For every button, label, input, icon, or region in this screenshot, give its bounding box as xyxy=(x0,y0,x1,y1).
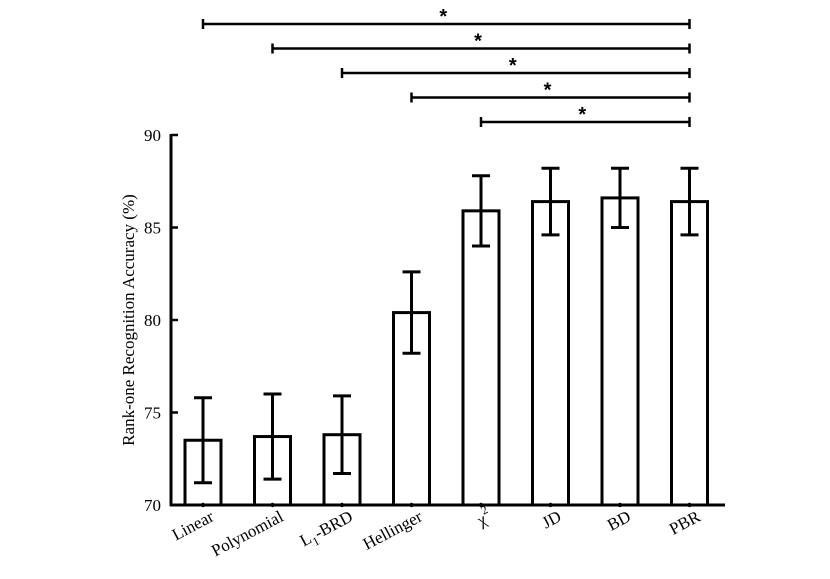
significance-star: * xyxy=(544,80,552,102)
x-tick-label: χ2 xyxy=(471,502,495,530)
y-tick-label: 70 xyxy=(144,496,161,515)
x-tick-label: Linear xyxy=(169,507,217,545)
significance-star: * xyxy=(509,55,517,77)
x-tick-label: BD xyxy=(604,507,634,535)
y-tick-label: 80 xyxy=(144,311,161,330)
bar xyxy=(670,200,709,507)
error-bar xyxy=(194,396,212,485)
significance-star: * xyxy=(578,104,586,126)
error-bar xyxy=(680,166,699,237)
bar xyxy=(600,196,640,507)
error-bar xyxy=(472,174,490,248)
x-tick-dot xyxy=(200,502,206,508)
x-tick-label: PBR xyxy=(666,506,704,538)
y-tick-label: 85 xyxy=(144,219,161,238)
error-bar xyxy=(402,270,421,355)
x-tick-dot xyxy=(617,502,623,508)
x-tick-dot xyxy=(270,502,275,508)
x-tick-dot xyxy=(339,502,345,508)
y-ticks: 70 75 80 85 90 xyxy=(144,126,178,515)
significance-brackets: * * * * * xyxy=(201,6,691,127)
significance-bracket: * xyxy=(340,55,691,78)
bars xyxy=(183,166,709,508)
x-tick-dot xyxy=(687,502,692,508)
y-axis-title: Rank-one Recognition Accuracy (%) xyxy=(119,194,138,446)
error-bar xyxy=(541,166,560,237)
x-tick-label: Hellinger xyxy=(360,507,426,554)
significance-star: * xyxy=(439,6,447,28)
bar xyxy=(461,209,501,507)
significance-bracket: * xyxy=(479,104,691,127)
significance-bracket: * xyxy=(410,80,691,103)
bar xyxy=(531,200,570,507)
x-tick-dot xyxy=(478,502,484,508)
y-tick-label: 75 xyxy=(144,404,161,423)
x-tick-dot xyxy=(548,502,553,508)
significance-star: * xyxy=(474,31,482,53)
x-tick-label: JD xyxy=(539,507,565,533)
error-bar xyxy=(333,394,351,476)
x-tick-dot xyxy=(409,502,414,508)
x-tick-label: L1-BRD xyxy=(297,507,358,554)
error-bar xyxy=(263,392,282,481)
significance-bracket: * xyxy=(271,31,691,54)
error-bar xyxy=(611,166,629,229)
x-tick-label: Polynomial xyxy=(208,507,286,561)
y-tick-label: 90 xyxy=(144,126,161,145)
significance-bracket: * xyxy=(201,6,691,29)
